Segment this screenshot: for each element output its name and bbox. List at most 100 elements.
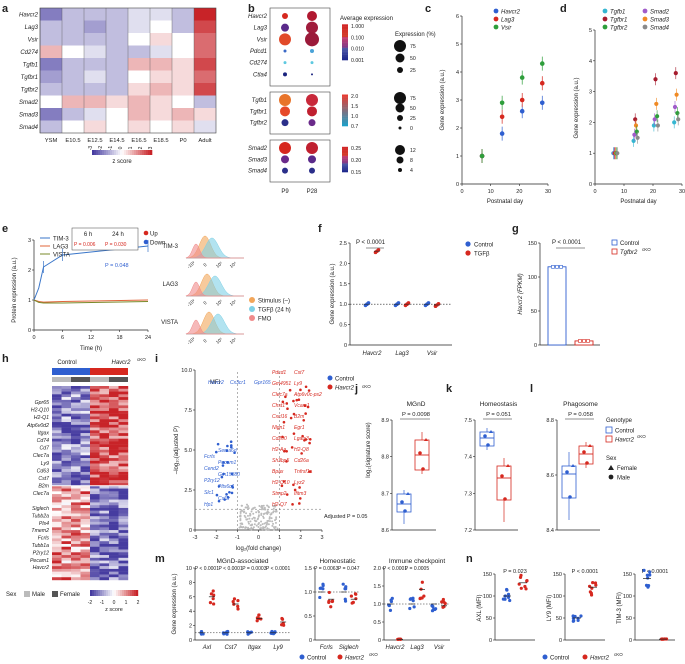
heatmap-cell: [90, 499, 100, 503]
heatmap-cell: [109, 463, 119, 467]
data-point: [292, 412, 296, 416]
data-point: [589, 591, 593, 595]
y-tick-label: 0: [589, 182, 592, 188]
heatmap-cell: [52, 499, 62, 503]
heatmap-cell: [90, 463, 100, 467]
scale-segment: [128, 590, 131, 596]
heatmap-cell: [99, 452, 110, 456]
colorbar-segment: [342, 107, 348, 109]
heatmap-gene: Cst7: [38, 476, 50, 482]
heatmap-cell: [118, 488, 129, 492]
dotplot-gene: Tgfbr2: [250, 121, 268, 127]
heatmap-cell: [62, 70, 84, 83]
scale-segment: [92, 590, 95, 596]
data-point: [586, 339, 590, 343]
dot: [281, 155, 289, 164]
data-point: [406, 301, 411, 305]
scale-segment: [130, 590, 133, 596]
y-axis-label: Gene expression (a.u.): [440, 69, 446, 130]
data-point: [327, 590, 331, 595]
sex-bar: [90, 377, 100, 382]
heatmap-cell: [106, 120, 128, 133]
heatmap-cell: [109, 480, 119, 484]
heatmap-cell: [172, 120, 194, 133]
heatmap-cell: [150, 8, 172, 21]
gene-label-up: Pdcd1: [272, 370, 286, 376]
histogram: [185, 243, 244, 259]
heatmap-cell: [61, 543, 72, 547]
heatmap-cell: [61, 474, 72, 478]
gene-label-up: Ifitm3: [294, 491, 306, 497]
heatmap-cell: [109, 494, 119, 498]
legend-label: FMO: [258, 317, 272, 323]
heatmap-cell: [99, 391, 110, 395]
size-dot: [394, 40, 406, 52]
data-point: [349, 594, 353, 598]
data-point: [267, 528, 270, 531]
legend-dot: [602, 24, 608, 30]
heatmap-cell: [109, 543, 119, 547]
legend-dot: [249, 306, 255, 312]
data-point: [396, 301, 401, 305]
x-tick-label: -2: [214, 535, 219, 541]
heatmap-cell: [99, 408, 110, 412]
sex-bar: [52, 377, 62, 382]
y-axis-label: Gene expression (a.u.): [574, 77, 580, 138]
data-point: [256, 518, 259, 521]
scale-segment: [118, 590, 121, 596]
heatmap-cell: [61, 433, 72, 437]
category-label: Havcr2: [385, 645, 405, 651]
heatmap-cell: [80, 394, 91, 398]
data-point: [503, 497, 507, 501]
heatmap-col-label: E18.5: [153, 138, 168, 144]
y-tick-label: 0: [489, 638, 492, 644]
heatmap-cell: [80, 413, 91, 417]
heatmap-cell: [61, 438, 72, 442]
y-tick-label: 4: [189, 609, 192, 615]
heatmap-gene: B2m: [38, 484, 49, 490]
data-point: [298, 502, 301, 505]
heatmap-cell: [109, 410, 119, 414]
heatmap-cell: [118, 494, 129, 498]
heatmap-cell: [99, 430, 110, 434]
data-point: [634, 129, 639, 134]
heatmap-cell: [194, 83, 216, 96]
legend-label: Smad3: [650, 18, 670, 24]
colorbar: [342, 24, 348, 61]
data-point: [245, 518, 248, 521]
heatmap-cell: [109, 449, 119, 453]
heatmap-cell: [52, 546, 62, 550]
heatmap-row-label: Lag3: [25, 25, 39, 31]
heatmap-cell: [90, 424, 100, 428]
heatmap-cell: [52, 402, 62, 406]
legend-label: Down: [150, 241, 165, 247]
data-point: [508, 598, 512, 603]
dot: [307, 11, 317, 21]
data-point: [519, 586, 523, 590]
data-point: [260, 526, 263, 529]
heatmap-cell: [194, 120, 216, 133]
heatmap-cell: [99, 455, 110, 459]
data-point: [675, 111, 680, 116]
heatmap-cell: [71, 463, 81, 467]
heatmap-cell: [52, 410, 62, 414]
superscript: cKO: [137, 357, 146, 362]
heatmap-cell: [118, 386, 129, 389]
heatmap-cell: [99, 433, 110, 437]
panel-title: Phagosome: [563, 401, 598, 408]
heatmap-cell: [172, 45, 194, 58]
heatmap-cell: [172, 8, 194, 21]
y-tick-label: 7.2: [464, 528, 472, 534]
heatmap-cell: [118, 566, 129, 570]
legend-label: Stimulus (–): [258, 299, 290, 305]
heatmap-cell: [80, 521, 91, 525]
heatmap-cell: [71, 410, 81, 414]
dot: [283, 72, 287, 77]
dot: [282, 13, 288, 19]
colorbar-segment: [342, 115, 348, 117]
heatmap-cell: [90, 458, 100, 462]
heatmap-cell: [61, 399, 72, 403]
data-point: [420, 596, 424, 600]
heatmap-cell: [71, 510, 81, 514]
data-point: [272, 511, 275, 514]
